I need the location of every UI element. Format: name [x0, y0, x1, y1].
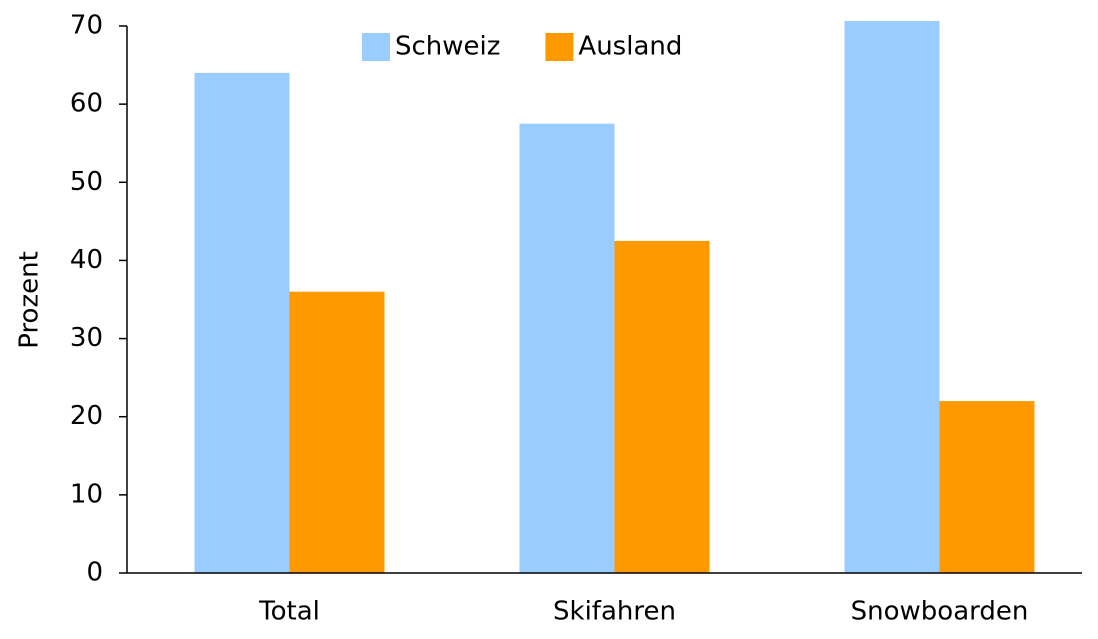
plot-area: [194, 21, 1035, 573]
y-tick-label: 40: [70, 245, 103, 275]
y-tick-label: 20: [70, 401, 103, 431]
y-tick-label: 30: [70, 323, 103, 353]
y-tick-label: 0: [86, 558, 103, 588]
x-tick-label: Skifahren: [553, 597, 676, 627]
y-tick-label: 50: [70, 167, 103, 197]
legend-swatch: [362, 33, 390, 61]
bar: [844, 21, 940, 573]
legend-swatch: [545, 33, 574, 61]
y-axis-label: Prozent: [15, 251, 45, 349]
x-tick-label: Total: [258, 597, 320, 627]
bar: [289, 291, 385, 573]
bar: [614, 240, 710, 573]
legend-label: Ausland: [578, 32, 682, 62]
y-tick-label: 70: [70, 11, 103, 41]
bar: [939, 401, 1035, 573]
y-tick-label: 10: [70, 479, 103, 509]
legend-label: Schweiz: [395, 32, 500, 62]
bar: [194, 72, 290, 573]
x-tick-label: Snowboarden: [851, 597, 1029, 627]
bar: [519, 123, 615, 573]
y-tick-label: 60: [70, 89, 103, 119]
